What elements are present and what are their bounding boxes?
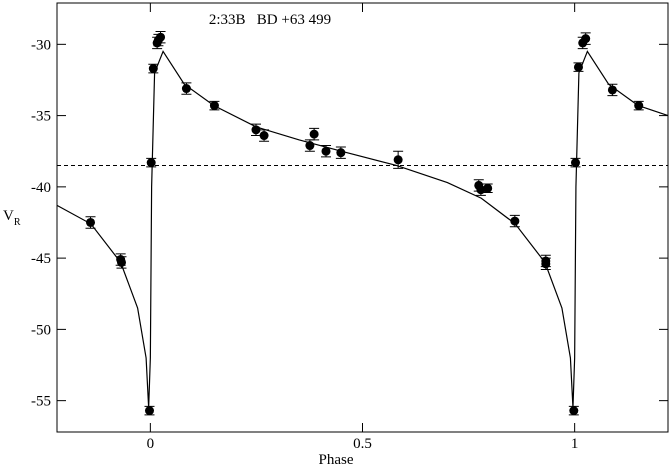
model-curve [56,50,669,408]
data-point [541,259,551,269]
y-tick-label: -40 [31,180,51,196]
data-point [569,406,579,416]
data-point [476,185,486,195]
x-tick-label: 0.5 [353,436,372,452]
data-point [148,64,158,74]
data-point [209,101,219,111]
data-point [581,34,591,44]
y-axis-label: VR [3,208,21,228]
data-point [336,148,346,158]
y-axis-label-main: V [3,208,14,224]
x-axis-label: Phase [319,452,354,468]
data-point [251,125,261,135]
data-point [573,62,583,72]
y-tick-label: -30 [31,37,51,53]
data-point [607,85,617,95]
data-point [393,155,403,165]
data-point [181,84,191,94]
y-tick-label: -50 [31,322,51,338]
data-point [144,406,154,416]
chart-title: 2:33B BD +63 499 [209,12,331,28]
y-axis-label-sub: R [14,217,21,228]
y-tick-label: -35 [31,109,51,125]
data-point [259,131,269,141]
data-point [321,146,331,156]
data-point [116,257,126,267]
y-tick-label: -45 [31,251,51,267]
data-point [510,216,520,226]
data-point [571,158,581,168]
data-point [305,141,315,151]
y-tick-label: -55 [31,394,51,410]
data-point [483,183,493,193]
x-tick-label: 1 [571,436,579,452]
data-point [634,101,644,111]
data-point [156,32,166,42]
data-point [86,217,96,227]
data-point [146,158,156,168]
data-point [309,129,319,139]
x-tick-label: 0 [147,436,155,452]
